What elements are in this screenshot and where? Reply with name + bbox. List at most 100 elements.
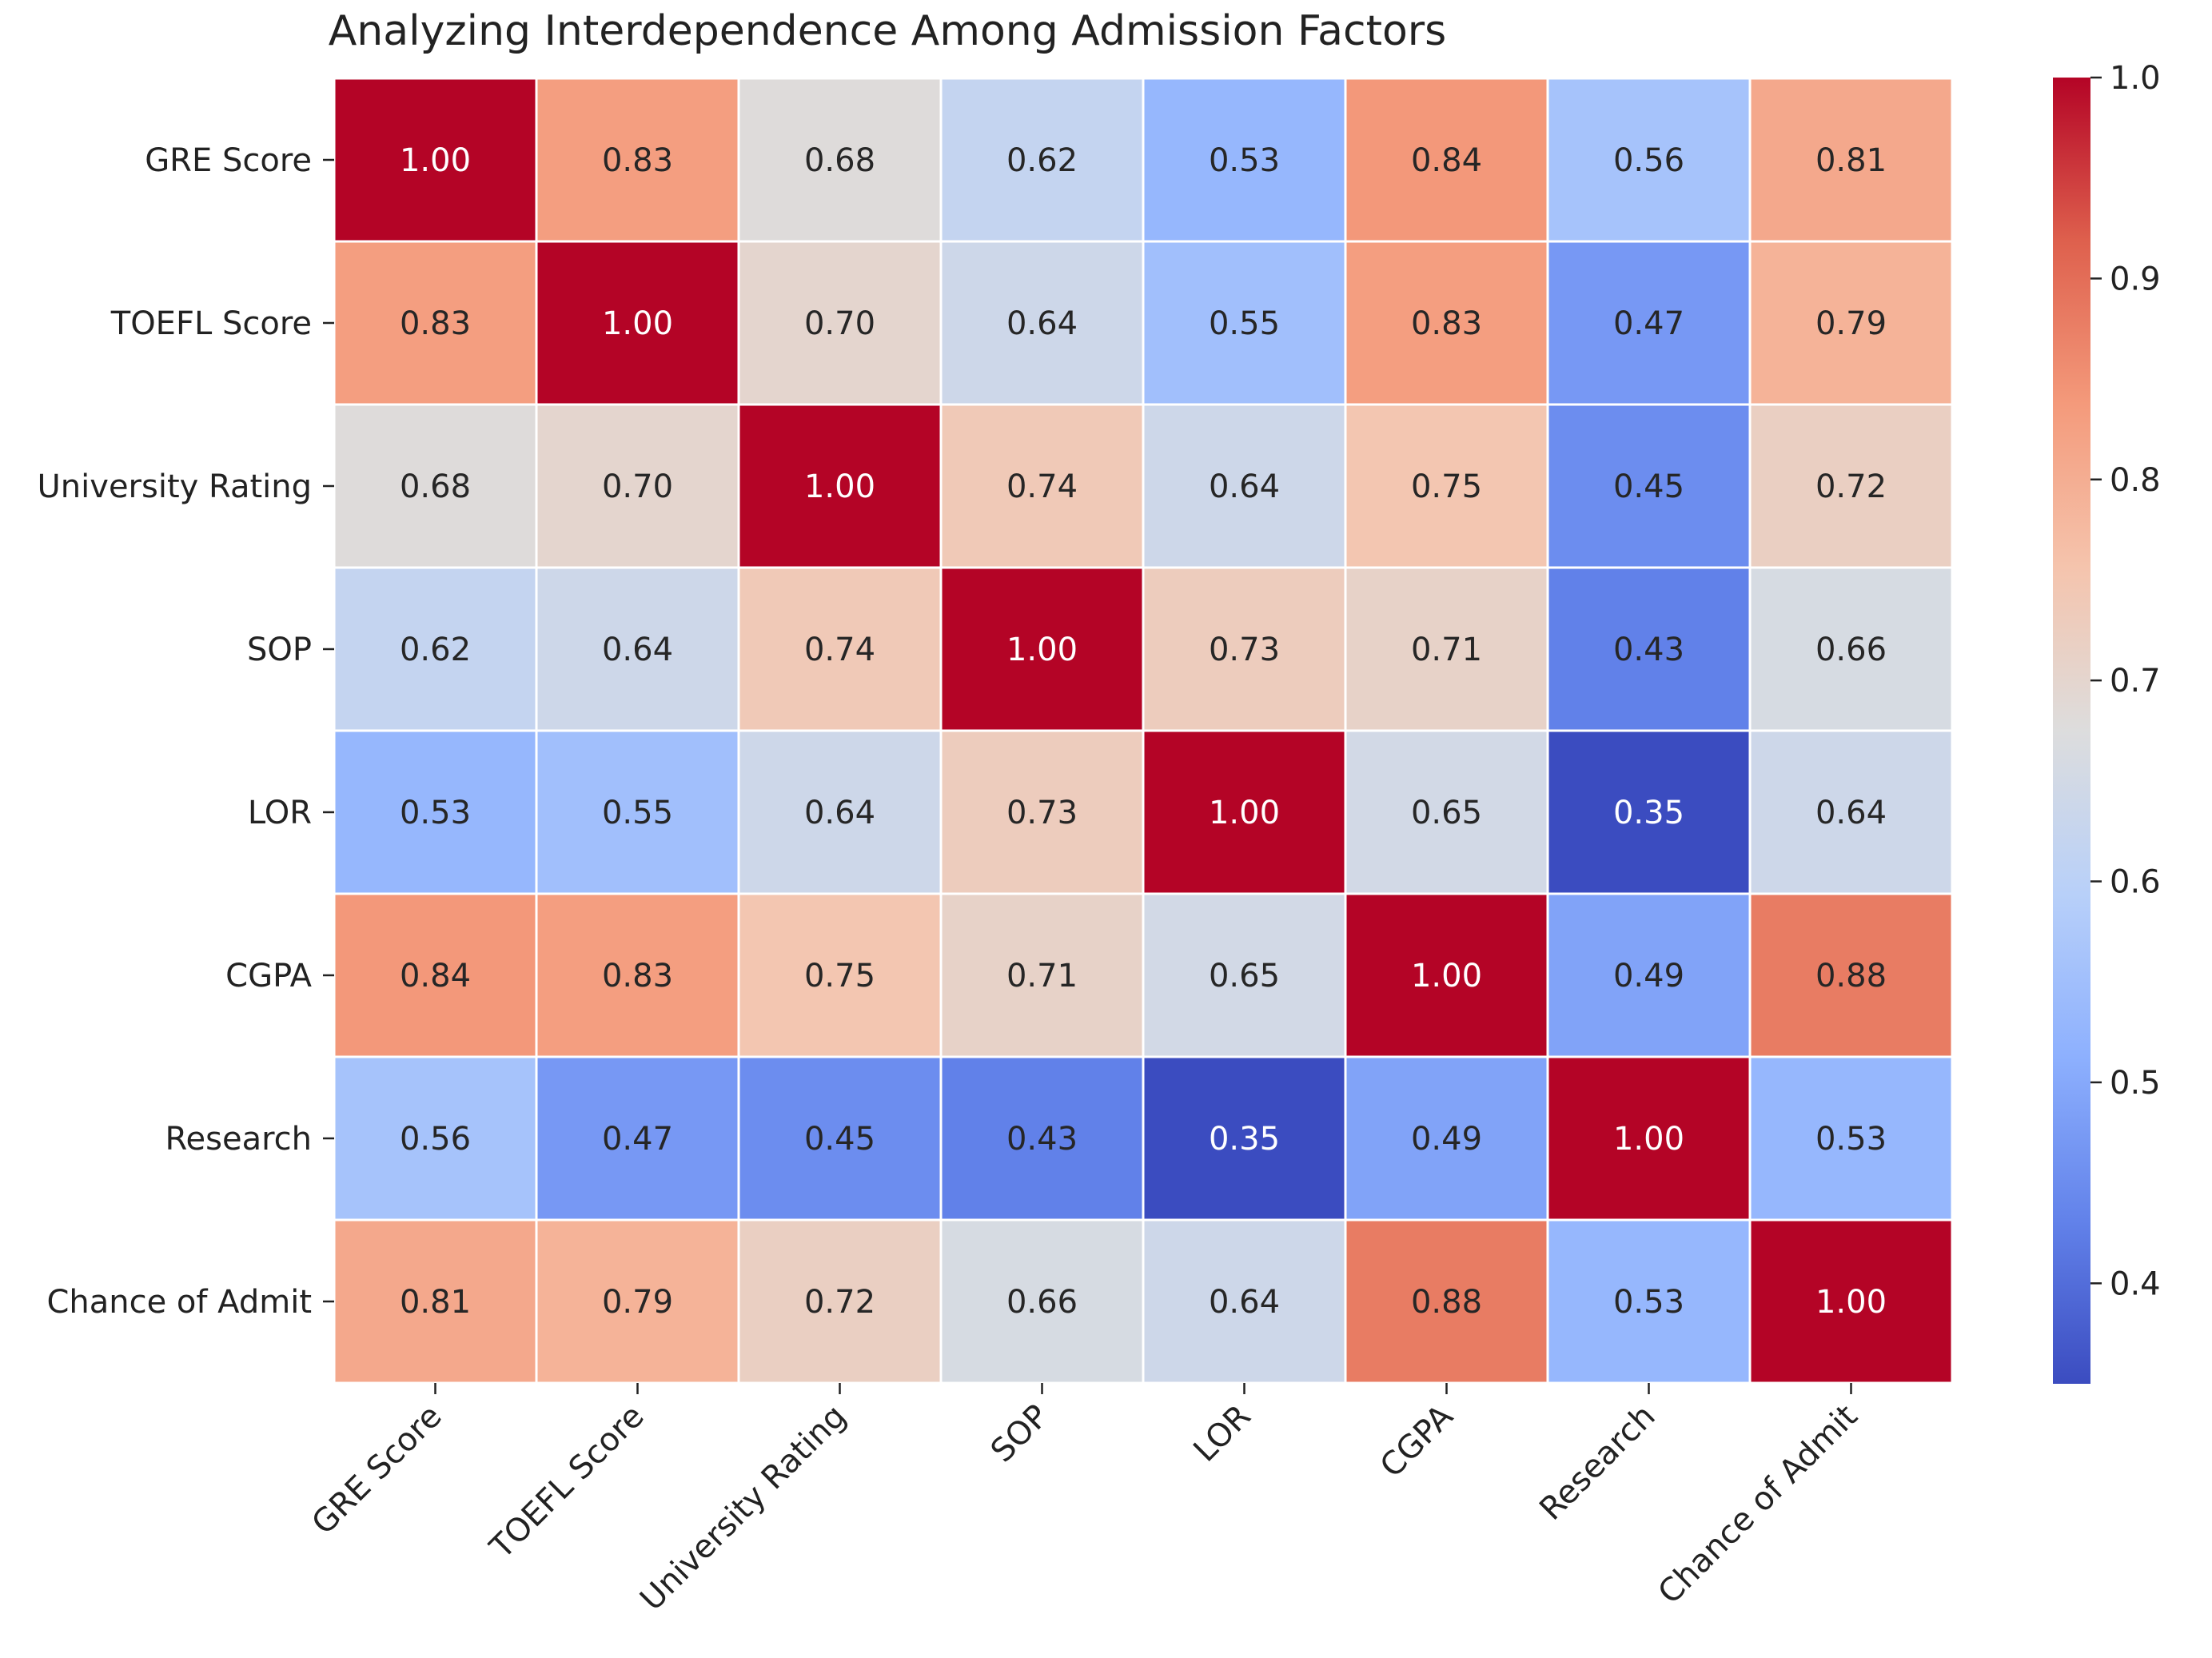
heatmap-cell	[939, 1055, 1145, 1222]
colorbar-tick-label: 0.7	[2110, 663, 2161, 699]
colorbar-gradient	[2053, 78, 2090, 1384]
cell-value-label: 0.72	[1815, 468, 1887, 505]
cell-value-label: 0.88	[1411, 1284, 1482, 1321]
cell-value-label: 0.64	[804, 795, 875, 831]
heatmap-cell	[1546, 892, 1752, 1058]
cell-value-label: 0.70	[602, 468, 673, 505]
cell-value-label: 1.00	[1006, 632, 1078, 668]
colorbar-tick-label: 1.0	[2110, 60, 2161, 97]
heatmap-cell	[737, 1218, 943, 1385]
cell-value-label: 0.73	[1006, 795, 1078, 831]
cell-value-label: 0.75	[804, 958, 875, 994]
cell-value-label: 0.79	[602, 1284, 673, 1321]
heatmap-cell	[737, 892, 943, 1058]
cell-value-label: 0.49	[1613, 958, 1684, 994]
y-tick-label-lor: LOR	[248, 795, 312, 831]
cell-value-label: 0.62	[400, 632, 471, 668]
cell-value-label: 0.75	[1411, 468, 1482, 505]
cell-value-label: 0.53	[1613, 1284, 1684, 1321]
cell-value-label: 0.83	[400, 305, 471, 342]
heatmap-cell	[1546, 1218, 1752, 1385]
heatmap-cell	[737, 1055, 943, 1222]
heatmap-cell	[1748, 1218, 1954, 1385]
cell-value-label: 0.64	[1006, 305, 1078, 342]
heatmap-cell	[1344, 566, 1549, 732]
cell-value-label: 0.68	[804, 142, 875, 179]
cell-value-label: 0.65	[1411, 795, 1482, 831]
heatmap-cell	[535, 566, 740, 732]
y-tick-label-university-rating: University Rating	[38, 468, 312, 505]
colorbar-tick-label: 0.8	[2110, 462, 2161, 499]
cell-value-label: 0.84	[400, 958, 471, 994]
y-tick-label-research: Research	[165, 1121, 312, 1158]
heatmap-cell	[1748, 1055, 1954, 1222]
cell-value-label: 0.83	[1411, 305, 1482, 342]
cell-value-label: 0.43	[1006, 1121, 1078, 1158]
heatmap-cell	[737, 403, 943, 569]
y-tick-label-sop: SOP	[247, 632, 312, 668]
cell-value-label: 0.53	[1815, 1121, 1887, 1158]
heatmap-cell	[1748, 403, 1954, 569]
heatmap-cell	[939, 403, 1145, 569]
heatmap-cell	[1142, 240, 1347, 406]
y-tick-label-chance-of-admit: Chance of Admit	[46, 1284, 312, 1321]
heatmap-cell	[535, 240, 740, 406]
cell-value-label: 0.43	[1613, 632, 1684, 668]
cell-value-label: 0.35	[1613, 795, 1684, 831]
y-tick-label-gre-score: GRE Score	[145, 142, 312, 179]
heatmap-cell	[1546, 1055, 1752, 1222]
heatmap-cell	[535, 77, 740, 243]
cell-value-label: 0.53	[400, 795, 471, 831]
heatmap-cell	[737, 77, 943, 243]
y-tick-label-toefl-score: TOEFL Score	[110, 305, 312, 342]
cell-value-label: 0.62	[1006, 142, 1078, 179]
cell-value-label: 0.55	[1209, 305, 1280, 342]
heatmap-cell	[1546, 566, 1752, 732]
cell-value-label: 0.65	[1209, 958, 1280, 994]
heatmap-cell	[535, 1055, 740, 1222]
cell-value-label: 0.45	[1613, 468, 1684, 505]
cell-value-label: 0.70	[804, 305, 875, 342]
cell-value-label: 0.74	[1006, 468, 1078, 505]
heatmap-cell	[535, 1218, 740, 1385]
cell-value-label: 0.84	[1411, 142, 1482, 179]
heatmap-cell	[737, 729, 943, 895]
heatmap-cell	[1344, 403, 1549, 569]
heatmap-cell	[939, 1218, 1145, 1385]
cell-value-label: 0.56	[400, 1121, 471, 1158]
cell-value-label: 0.68	[400, 468, 471, 505]
heatmap-cell	[939, 240, 1145, 406]
heatmap-cell	[1142, 566, 1347, 732]
cell-value-label: 0.72	[804, 1284, 875, 1321]
heatmap-cell	[939, 892, 1145, 1058]
cell-value-label: 0.47	[1613, 305, 1684, 342]
cell-value-label: 0.64	[1209, 468, 1280, 505]
cell-value-label: 0.71	[1006, 958, 1078, 994]
colorbar-tick-label: 0.4	[2110, 1265, 2161, 1302]
cell-value-label: 0.73	[1209, 632, 1280, 668]
colorbar-tick-label: 0.9	[2110, 261, 2161, 297]
cell-value-label: 1.00	[1209, 795, 1280, 831]
heatmap-cell	[939, 729, 1145, 895]
colorbar-tick-label: 0.6	[2110, 864, 2161, 901]
heatmap-cell	[1344, 1218, 1549, 1385]
heatmap-cell	[1142, 892, 1347, 1058]
heatmap-cell	[1546, 77, 1752, 243]
heatmap-cell	[1748, 240, 1954, 406]
cell-value-label: 0.64	[1209, 1284, 1280, 1321]
cell-value-label: 0.47	[602, 1121, 673, 1158]
heatmap-cell	[1748, 77, 1954, 243]
heatmap-cell	[1546, 240, 1752, 406]
heatmap-cell	[1546, 403, 1752, 569]
heatmap-cell	[333, 566, 538, 732]
heatmap-cell	[1142, 403, 1347, 569]
heatmap-cell	[1748, 892, 1954, 1058]
colorbar: 0.4 0.5 0.6 0.7 0.8 0.9 1.0	[2053, 60, 2161, 1384]
heatmap-cell	[1344, 1055, 1549, 1222]
cell-value-label: 1.00	[1613, 1121, 1684, 1158]
cell-value-label: 0.66	[1815, 632, 1887, 668]
cell-value-label: 1.00	[1411, 958, 1482, 994]
heatmap-cell	[535, 892, 740, 1058]
